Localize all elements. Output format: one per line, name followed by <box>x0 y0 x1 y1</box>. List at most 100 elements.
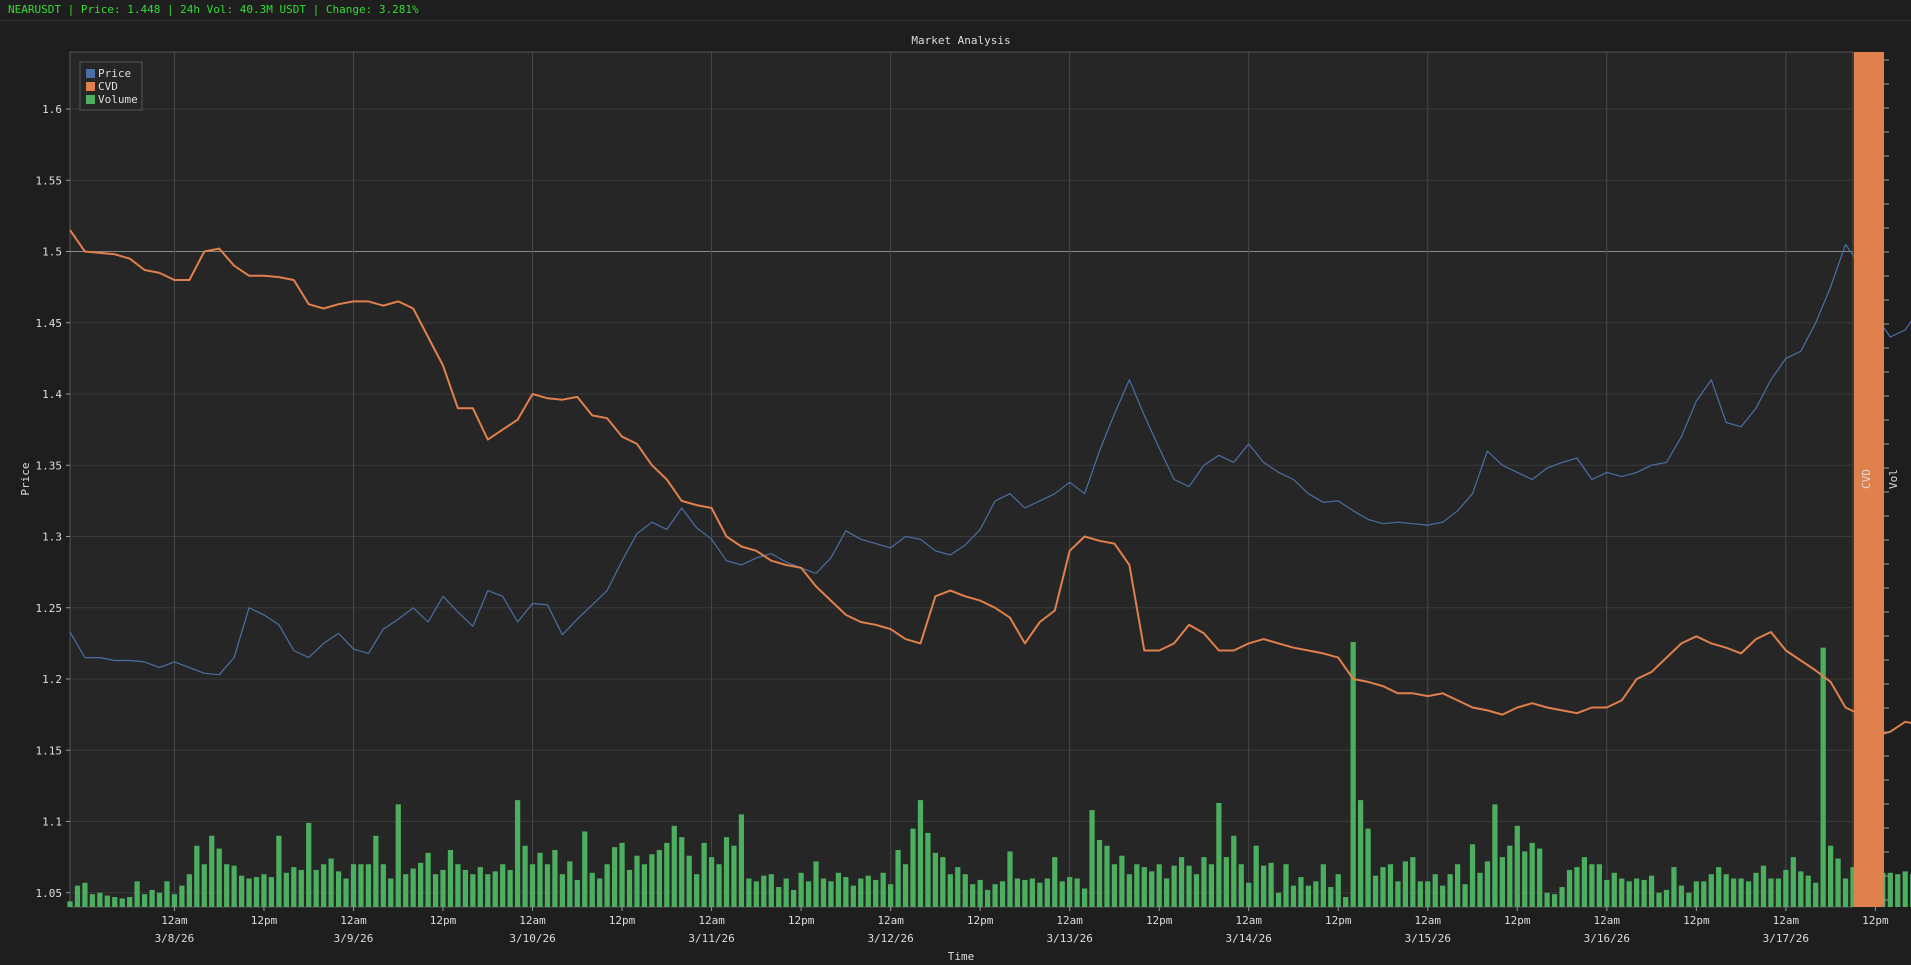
volume-bar <box>1641 879 1647 907</box>
volume-bar <box>1313 881 1319 907</box>
x-tick-label: 12am <box>340 914 367 927</box>
x-tick-label: 12pm <box>1504 914 1531 927</box>
volume-bar <box>350 864 357 907</box>
volume-bar <box>597 878 603 907</box>
volume-bar <box>1731 878 1737 907</box>
volume-bar <box>641 864 648 907</box>
volume-bar <box>291 867 297 907</box>
volume-bar <box>1089 810 1095 907</box>
volume-bar <box>1686 892 1692 907</box>
volume-bar <box>1611 872 1617 907</box>
volume-bar <box>708 857 715 907</box>
volume-bar <box>522 845 528 907</box>
volume-bar <box>1178 857 1185 907</box>
volume-bar <box>1134 864 1140 907</box>
volume-bar <box>947 874 953 907</box>
volume-bar <box>179 885 185 907</box>
volume-bar <box>238 875 245 907</box>
volume-bar <box>1208 864 1215 907</box>
volume-bar <box>67 901 73 907</box>
y-tick-label: 1.55 <box>36 174 63 187</box>
volume-bar <box>201 864 207 907</box>
volume-bar <box>1343 897 1349 907</box>
volume-bar <box>1656 892 1662 907</box>
volume-bar <box>634 855 640 907</box>
volume-bar <box>1126 874 1132 907</box>
volume-bar <box>74 885 81 907</box>
volume-bar <box>1387 864 1394 907</box>
volume-bar <box>1119 855 1125 907</box>
volume-bar <box>1395 881 1401 907</box>
volume-bar <box>1738 878 1744 907</box>
volume-bar <box>1499 857 1505 907</box>
volume-bar <box>1634 878 1640 907</box>
volume-bar <box>1760 865 1767 907</box>
y-tick-label: 1.15 <box>36 744 63 757</box>
volume-bar <box>694 874 700 907</box>
volume-bar <box>1447 874 1453 907</box>
volume-bar <box>1201 857 1207 907</box>
volume-bar <box>164 881 170 907</box>
volume-bar <box>1328 887 1334 907</box>
volume-bar <box>567 861 573 907</box>
volume-bar <box>962 874 968 907</box>
volume-bar <box>619 842 625 907</box>
volume-bar <box>1469 844 1476 907</box>
volume-bar <box>1380 867 1386 907</box>
x-tick-label: 12am <box>1594 914 1621 927</box>
volume-bar <box>1805 875 1811 907</box>
volume-bar <box>880 872 886 907</box>
volume-bar <box>1745 881 1752 907</box>
volume-bar <box>1589 864 1595 907</box>
volume-bar <box>1828 845 1834 907</box>
volume-bar <box>820 878 827 907</box>
x-tick-label: 12am <box>1415 914 1442 927</box>
x-tick-label: 12am <box>161 914 188 927</box>
volume-bar <box>1716 867 1722 907</box>
volume-bar <box>82 882 88 907</box>
volume-bar <box>895 850 901 907</box>
volume-bar <box>604 864 610 907</box>
volume-bar <box>485 874 491 907</box>
volume-bar <box>828 881 834 907</box>
volume-bar <box>1566 869 1573 907</box>
volume-bar <box>1164 878 1170 907</box>
volume-bar <box>261 874 267 907</box>
y-tick-label: 1.1 <box>42 816 62 829</box>
volume-bar <box>1298 877 1304 907</box>
volume-bar <box>656 850 662 907</box>
y-tick-label: 1.6 <box>42 103 62 116</box>
volume-bar <box>1037 882 1043 907</box>
volume-bar <box>455 864 461 907</box>
volume-bar <box>850 885 856 907</box>
x-date-label: 3/8/26 <box>155 932 195 945</box>
cvd-line <box>69 229 1911 737</box>
volume-bar <box>1186 865 1192 907</box>
volume-bar <box>1111 864 1118 907</box>
volume-bar <box>1484 861 1491 907</box>
volume-bar <box>268 877 275 907</box>
volume-bar <box>1283 864 1289 907</box>
volume-bar <box>134 881 140 907</box>
volume-bar <box>1365 828 1371 907</box>
volume-bar <box>537 852 543 907</box>
volume-bar <box>1574 867 1580 907</box>
volume-bar <box>1231 835 1237 907</box>
volume-bar <box>1619 878 1625 907</box>
x-date-label: 3/12/26 <box>867 932 913 945</box>
volume-bar <box>328 858 334 907</box>
y-tick-label: 1.05 <box>36 887 63 900</box>
volume-bar <box>470 874 476 907</box>
volume-bar <box>1156 864 1162 907</box>
volume-bar <box>127 897 133 907</box>
volume-bar <box>738 814 745 907</box>
volume-bar <box>1290 885 1297 907</box>
volume-bar <box>1335 874 1341 907</box>
volume-bar <box>1820 647 1826 907</box>
y-axis: 1.05 1.1 1.15 1.2 1.25 1.3 1.35 1.4 1.45 1.5 1.55 1… <box>36 103 70 900</box>
volume-bar <box>1514 825 1520 907</box>
volume-bar <box>1410 857 1416 907</box>
volume-bar <box>858 878 864 907</box>
volume-bar <box>1059 881 1065 907</box>
volume-bar <box>365 864 372 907</box>
